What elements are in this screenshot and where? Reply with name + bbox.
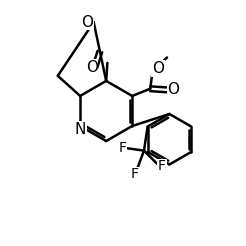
Text: O: O	[81, 15, 93, 30]
Text: O: O	[168, 82, 180, 97]
Text: O: O	[152, 61, 164, 76]
Text: O: O	[86, 60, 98, 75]
Text: F: F	[130, 167, 138, 181]
Text: N: N	[75, 122, 86, 137]
Text: F: F	[158, 159, 166, 173]
Text: F: F	[118, 141, 126, 155]
